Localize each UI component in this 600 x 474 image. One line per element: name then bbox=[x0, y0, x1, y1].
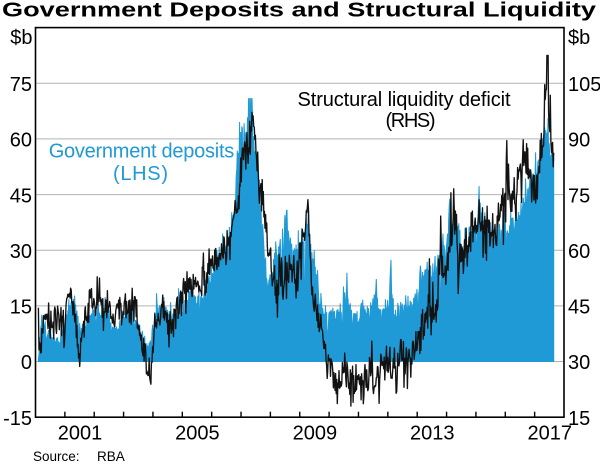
svg-text:75: 75 bbox=[568, 185, 590, 207]
svg-text:2017: 2017 bbox=[528, 423, 573, 445]
svg-text:45: 45 bbox=[10, 185, 32, 207]
svg-text:30: 30 bbox=[568, 352, 590, 374]
svg-text:Government deposits: Government deposits bbox=[49, 141, 235, 163]
svg-text:(RHS): (RHS) bbox=[386, 110, 436, 132]
svg-text:Structural liquidity deficit: Structural liquidity deficit bbox=[298, 89, 511, 111]
svg-text:$b: $b bbox=[10, 27, 32, 49]
svg-text:90: 90 bbox=[568, 130, 590, 152]
svg-text:2013: 2013 bbox=[410, 423, 455, 445]
svg-text:RBA: RBA bbox=[97, 449, 125, 464]
svg-text:2001: 2001 bbox=[58, 423, 103, 445]
svg-text:2005: 2005 bbox=[175, 423, 220, 445]
svg-text:45: 45 bbox=[568, 297, 590, 319]
svg-text:0: 0 bbox=[21, 352, 32, 374]
svg-text:30: 30 bbox=[10, 241, 32, 263]
svg-text:60: 60 bbox=[10, 130, 32, 152]
svg-text:$b: $b bbox=[568, 27, 590, 49]
svg-text:Government Deposits and Struct: Government Deposits and Structural Liqui… bbox=[2, 0, 597, 21]
svg-text:(LHS): (LHS) bbox=[113, 163, 168, 185]
svg-text:15: 15 bbox=[568, 408, 590, 430]
svg-text:75: 75 bbox=[10, 74, 32, 96]
svg-text:105: 105 bbox=[568, 74, 600, 96]
svg-text:2009: 2009 bbox=[293, 423, 338, 445]
svg-text:60: 60 bbox=[568, 241, 590, 263]
svg-text:15: 15 bbox=[10, 297, 32, 319]
svg-text:-15: -15 bbox=[3, 408, 32, 430]
svg-text:Source:: Source: bbox=[33, 449, 80, 464]
